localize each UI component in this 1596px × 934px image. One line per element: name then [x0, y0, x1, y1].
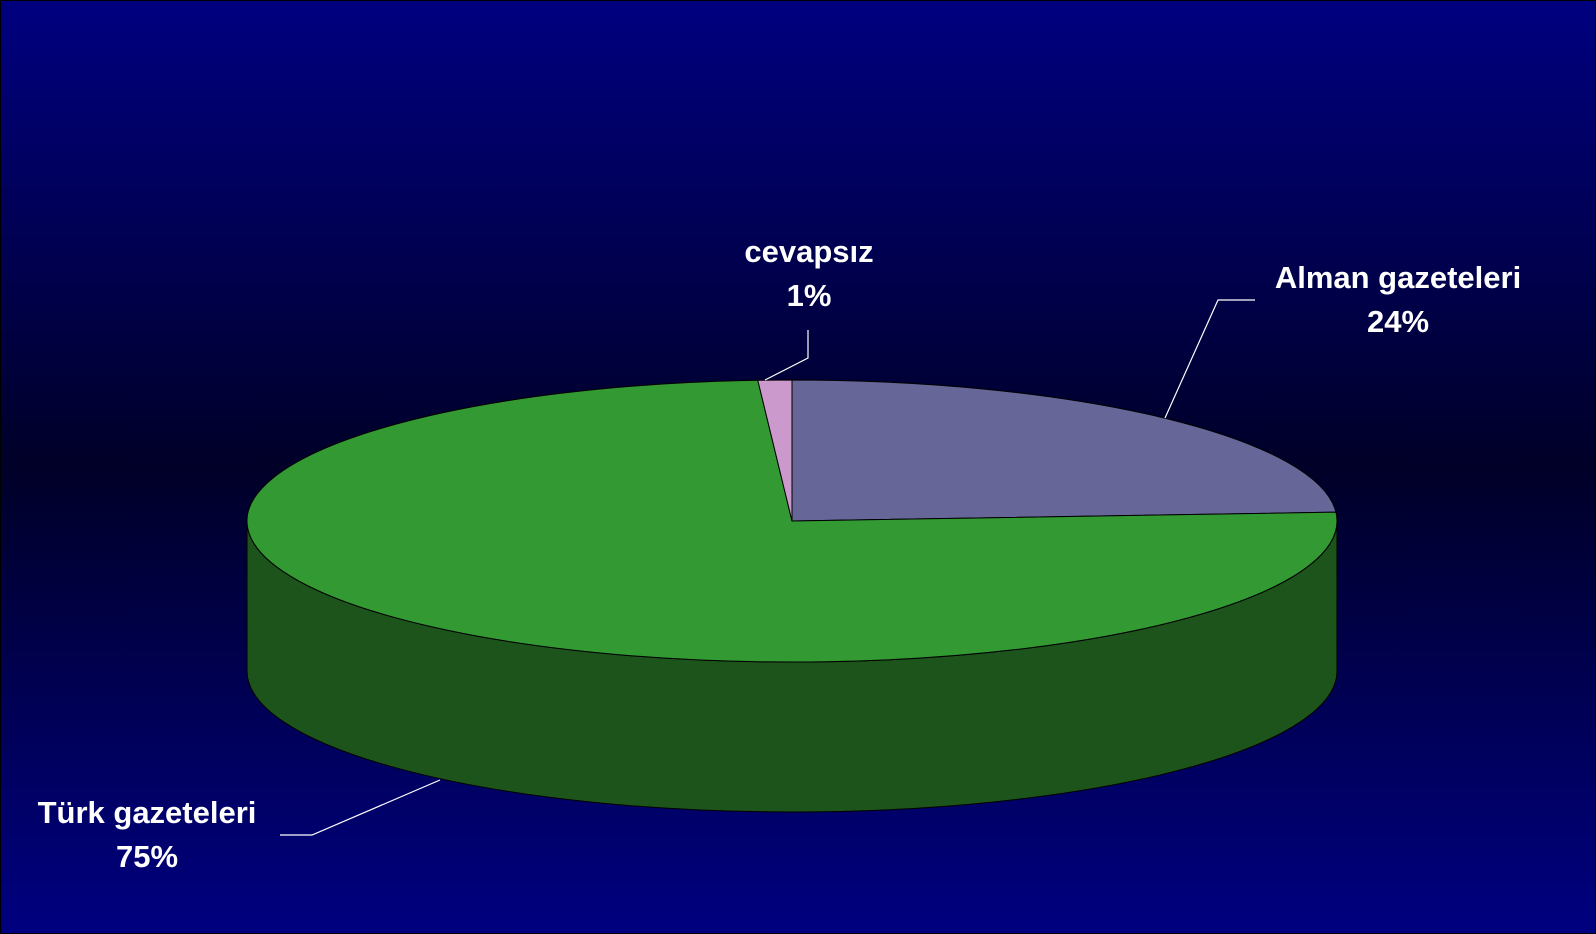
- leader-line: [764, 330, 809, 381]
- pie-tops: [246, 379, 1338, 663]
- slice-label: Türk gazeteleri: [38, 795, 257, 830]
- slice-value-label: 1%: [787, 278, 832, 313]
- slice-value-label: 75%: [116, 839, 178, 874]
- slice-label: Alman gazeteleri: [1275, 260, 1521, 295]
- labels: Alman gazeteleri 24% Türk gazeteleri 75% cev…: [38, 234, 1522, 874]
- slice-value-label: 24%: [1367, 304, 1429, 339]
- slice-label: cevapsız: [744, 234, 873, 269]
- slice: [757, 379, 793, 522]
- leader-line: [280, 779, 441, 836]
- slice: [246, 379, 1338, 663]
- leader-line: [1164, 299, 1255, 419]
- slice: [791, 379, 1337, 522]
